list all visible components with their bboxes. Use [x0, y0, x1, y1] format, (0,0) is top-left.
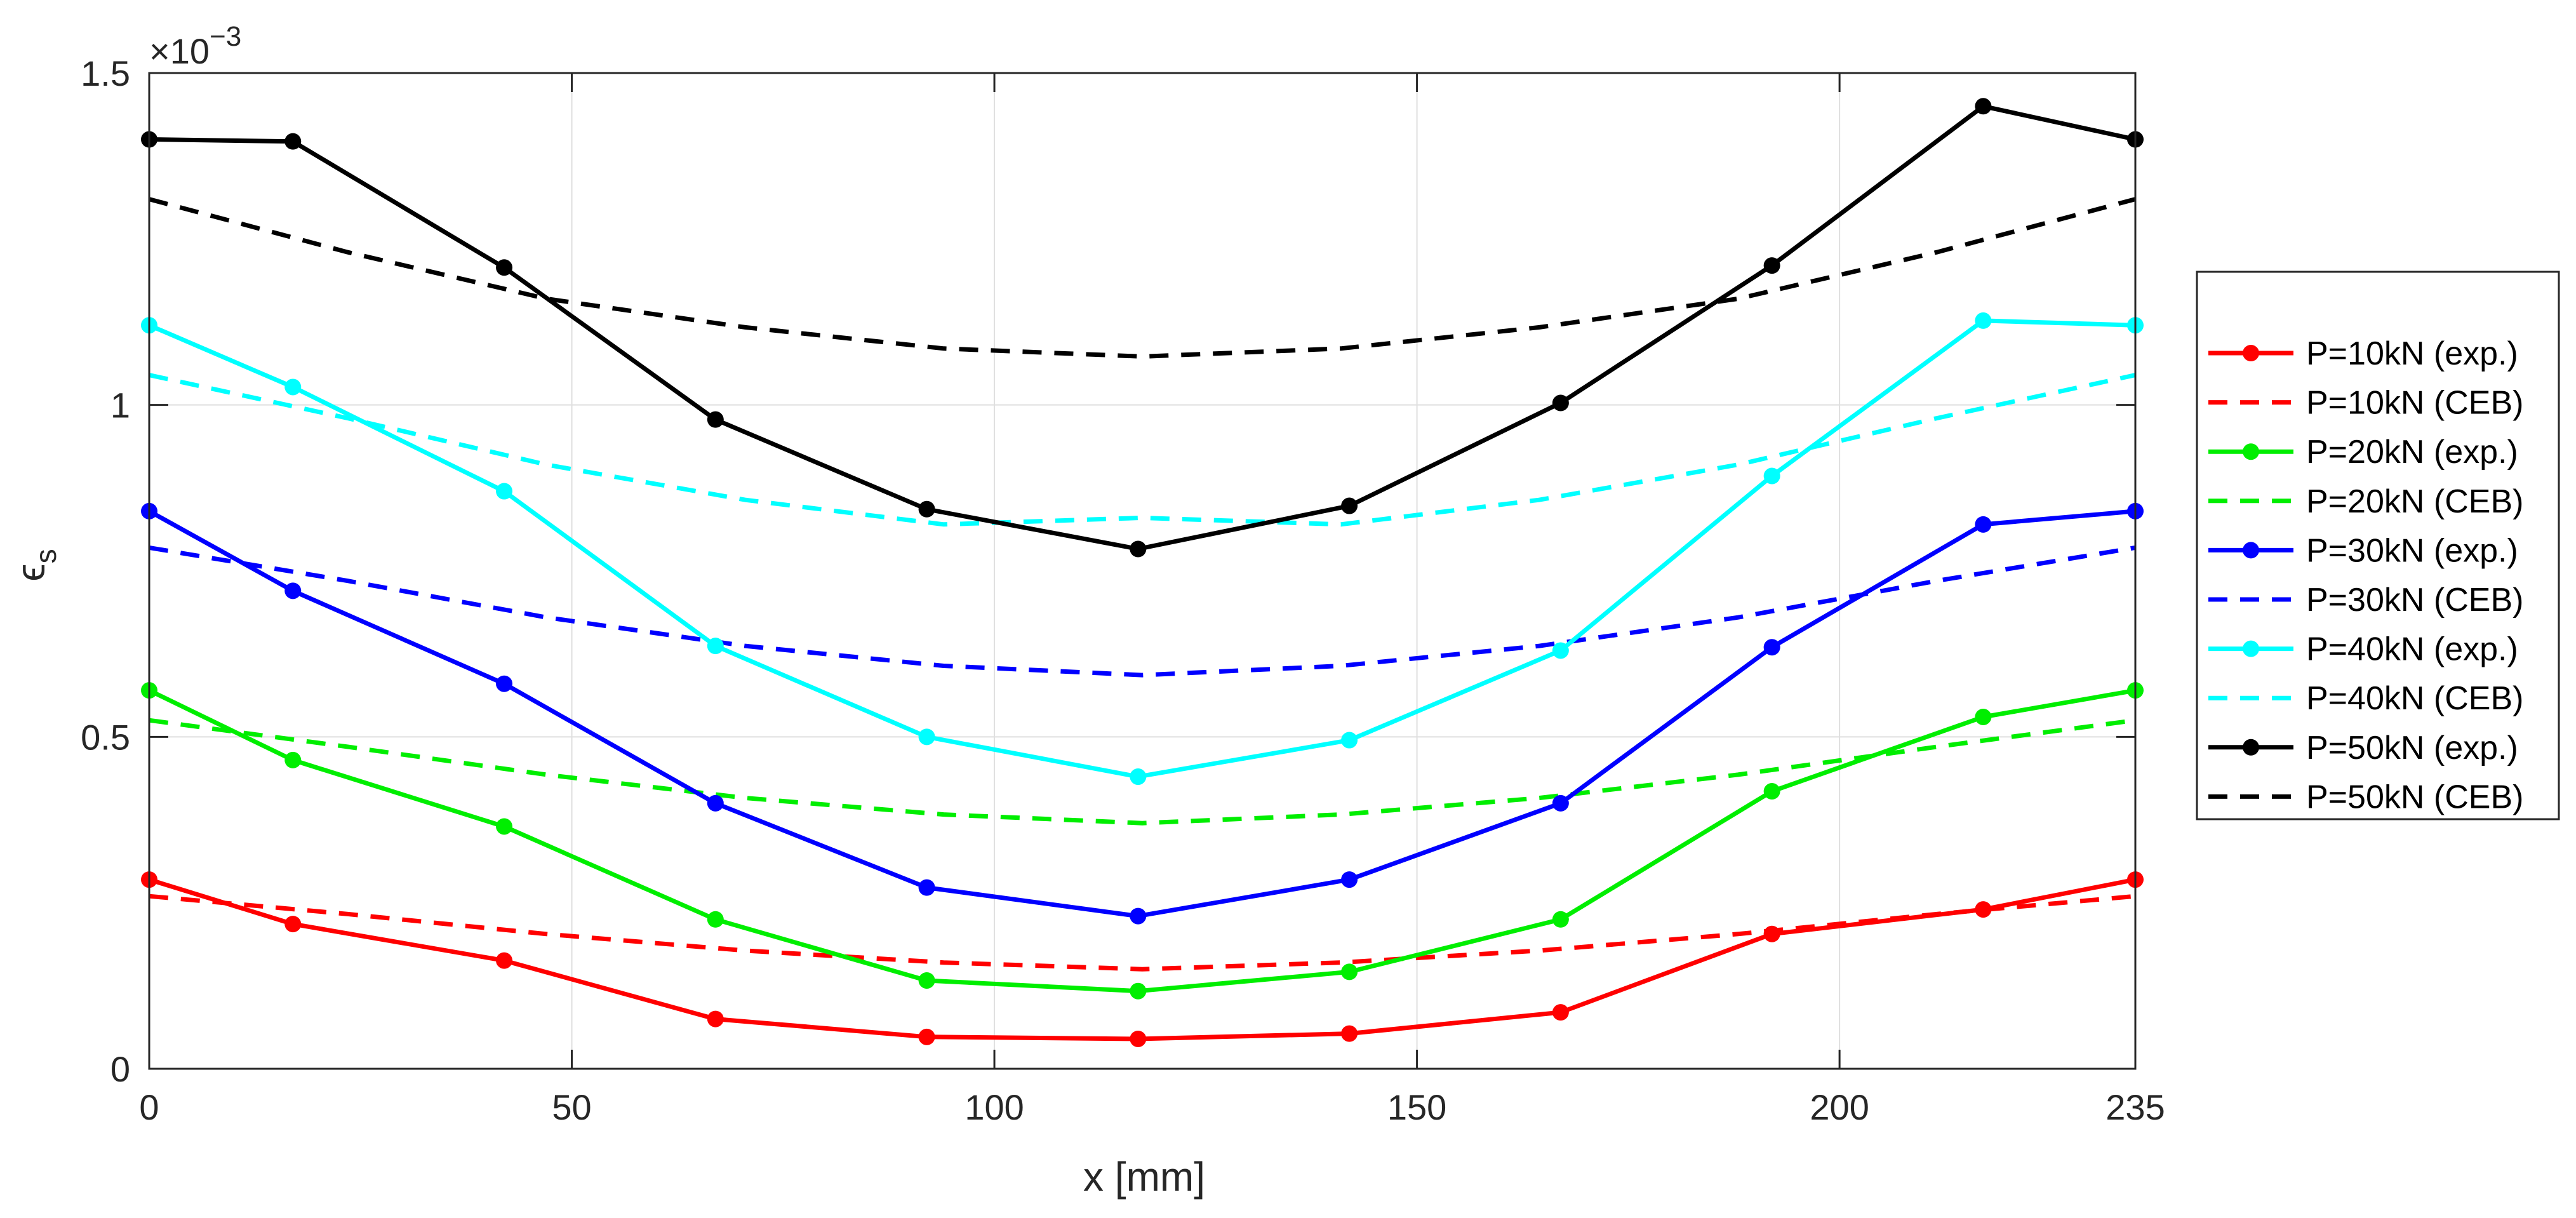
y-axis-subscript: s: [29, 549, 62, 563]
data-point-p-40kn-exp: [1552, 642, 1569, 659]
x-axis-label: x [mm]: [1083, 1154, 1205, 1200]
data-point-p-50kn-exp: [1763, 257, 1780, 274]
data-point-p-50kn-exp: [1130, 540, 1147, 558]
data-point-p-10kn-exp: [707, 1010, 724, 1027]
y-tick-label: 0: [110, 1049, 130, 1089]
y-exponent-power: −3: [210, 21, 241, 52]
data-point-p-30kn-exp: [1975, 516, 1992, 533]
series-line-p-20kn-ceb: [149, 718, 2136, 826]
data-point-p-10kn-exp: [284, 916, 302, 933]
legend-entry-label: P=20kN (CEB): [2306, 483, 2523, 520]
plot-frame: [148, 72, 2137, 1070]
legend-marker: [2243, 640, 2259, 657]
data-point-p-20kn-exp: [496, 818, 513, 835]
x-tick-label: 200: [1810, 1087, 1869, 1127]
data-point-p-10kn-exp: [1341, 1025, 1358, 1042]
data-point-p-20kn-exp: [1552, 911, 1569, 928]
data-point-p-20kn-exp: [1130, 982, 1147, 1000]
legend-marker: [2243, 542, 2259, 559]
data-point-p-50kn-exp: [918, 500, 935, 518]
legend-entry-label: P=50kN (CEB): [2306, 779, 2523, 815]
x-tick-label: 150: [1387, 1087, 1446, 1127]
data-point-p-30kn-exp: [1552, 794, 1569, 812]
y-tick-label: 0.5: [81, 717, 130, 757]
legend-entry-label: P=30kN (CEB): [2306, 582, 2523, 619]
y-tick-label: 1: [110, 385, 130, 425]
data-point-p-10kn-exp: [496, 952, 513, 969]
y-axis-label: ϵs: [8, 549, 62, 581]
data-point-p-40kn-exp: [1975, 312, 1992, 329]
legend-marker: [2243, 443, 2259, 460]
svg-text:ϵs: ϵs: [8, 549, 62, 581]
data-point-p-20kn-exp: [1975, 708, 1992, 725]
legend-entry-label: P=40kN (exp.): [2306, 631, 2518, 668]
axis-ticks: 0 50 100 150 200 235 0 0.5 1 1.5: [81, 53, 2165, 1127]
legend: P=10kN (exp.) P=10kN (CEB) P=20kN (exp.) P=…: [2208, 335, 2523, 815]
data-point-p-30kn-exp: [918, 879, 935, 896]
series-group: [141, 98, 2144, 1047]
data-point-p-40kn-exp: [496, 483, 513, 500]
series-line-p-10kn-ceb: [149, 893, 2136, 972]
data-point-p-20kn-exp: [1763, 783, 1780, 800]
data-point-p-40kn-exp: [1130, 768, 1147, 786]
data-point-p-20kn-exp: [1341, 963, 1358, 980]
y-axis-symbol: ϵ: [8, 563, 53, 581]
series-line-p-30kn-ceb: [149, 545, 2136, 678]
legend-entry-label: P=30kN (exp.): [2306, 532, 2518, 569]
y-tick-label: 1.5: [81, 53, 130, 93]
legend-entry-label: P=50kN (exp.): [2306, 730, 2518, 766]
data-point-p-30kn-exp: [284, 582, 302, 599]
data-point-p-40kn-exp: [918, 728, 935, 746]
legend-entry-label: P=10kN (exp.): [2306, 335, 2518, 372]
data-point-p-20kn-exp: [918, 972, 935, 989]
legend-entry-label: P=40kN (CEB): [2306, 680, 2523, 717]
legend-marker: [2243, 739, 2259, 756]
data-point-p-30kn-exp: [496, 675, 513, 692]
legend-entry-label: P=20kN (exp.): [2306, 434, 2518, 471]
data-point-p-10kn-exp: [1552, 1004, 1569, 1021]
x-tick-label: 0: [139, 1087, 159, 1127]
data-point-p-40kn-exp: [707, 638, 724, 655]
legend-entry-label: P=10kN (CEB): [2306, 385, 2523, 422]
data-point-p-30kn-exp: [1341, 871, 1358, 888]
data-point-p-40kn-exp: [1341, 732, 1358, 749]
data-point-p-50kn-exp: [284, 133, 302, 150]
data-point-p-30kn-exp: [1763, 639, 1780, 656]
data-point-p-50kn-exp: [1341, 497, 1358, 514]
data-point-p-10kn-exp: [1975, 901, 1992, 918]
y-exponent-multiplier: ×10: [149, 31, 210, 71]
x-tick-label: 50: [552, 1087, 591, 1127]
x-tick-label: 100: [964, 1087, 1024, 1127]
data-point-p-30kn-exp: [1130, 907, 1147, 925]
data-point-p-20kn-exp: [284, 751, 302, 768]
data-point-p-50kn-exp: [1552, 394, 1569, 412]
data-point-p-40kn-exp: [1763, 467, 1780, 485]
x-tick-label: 235: [2106, 1087, 2165, 1127]
data-point-p-50kn-exp: [707, 411, 724, 428]
y-exponent-base: ×10−3: [149, 21, 241, 71]
data-point-p-20kn-exp: [707, 911, 724, 928]
data-point-p-40kn-exp: [284, 378, 302, 396]
data-point-p-10kn-exp: [1130, 1030, 1147, 1047]
data-point-p-50kn-exp: [1975, 98, 1992, 115]
grid-lines: [149, 73, 2135, 1069]
data-point-p-30kn-exp: [707, 794, 724, 812]
legend-marker: [2243, 345, 2259, 361]
data-point-p-50kn-exp: [496, 259, 513, 276]
data-point-p-10kn-exp: [918, 1028, 935, 1045]
